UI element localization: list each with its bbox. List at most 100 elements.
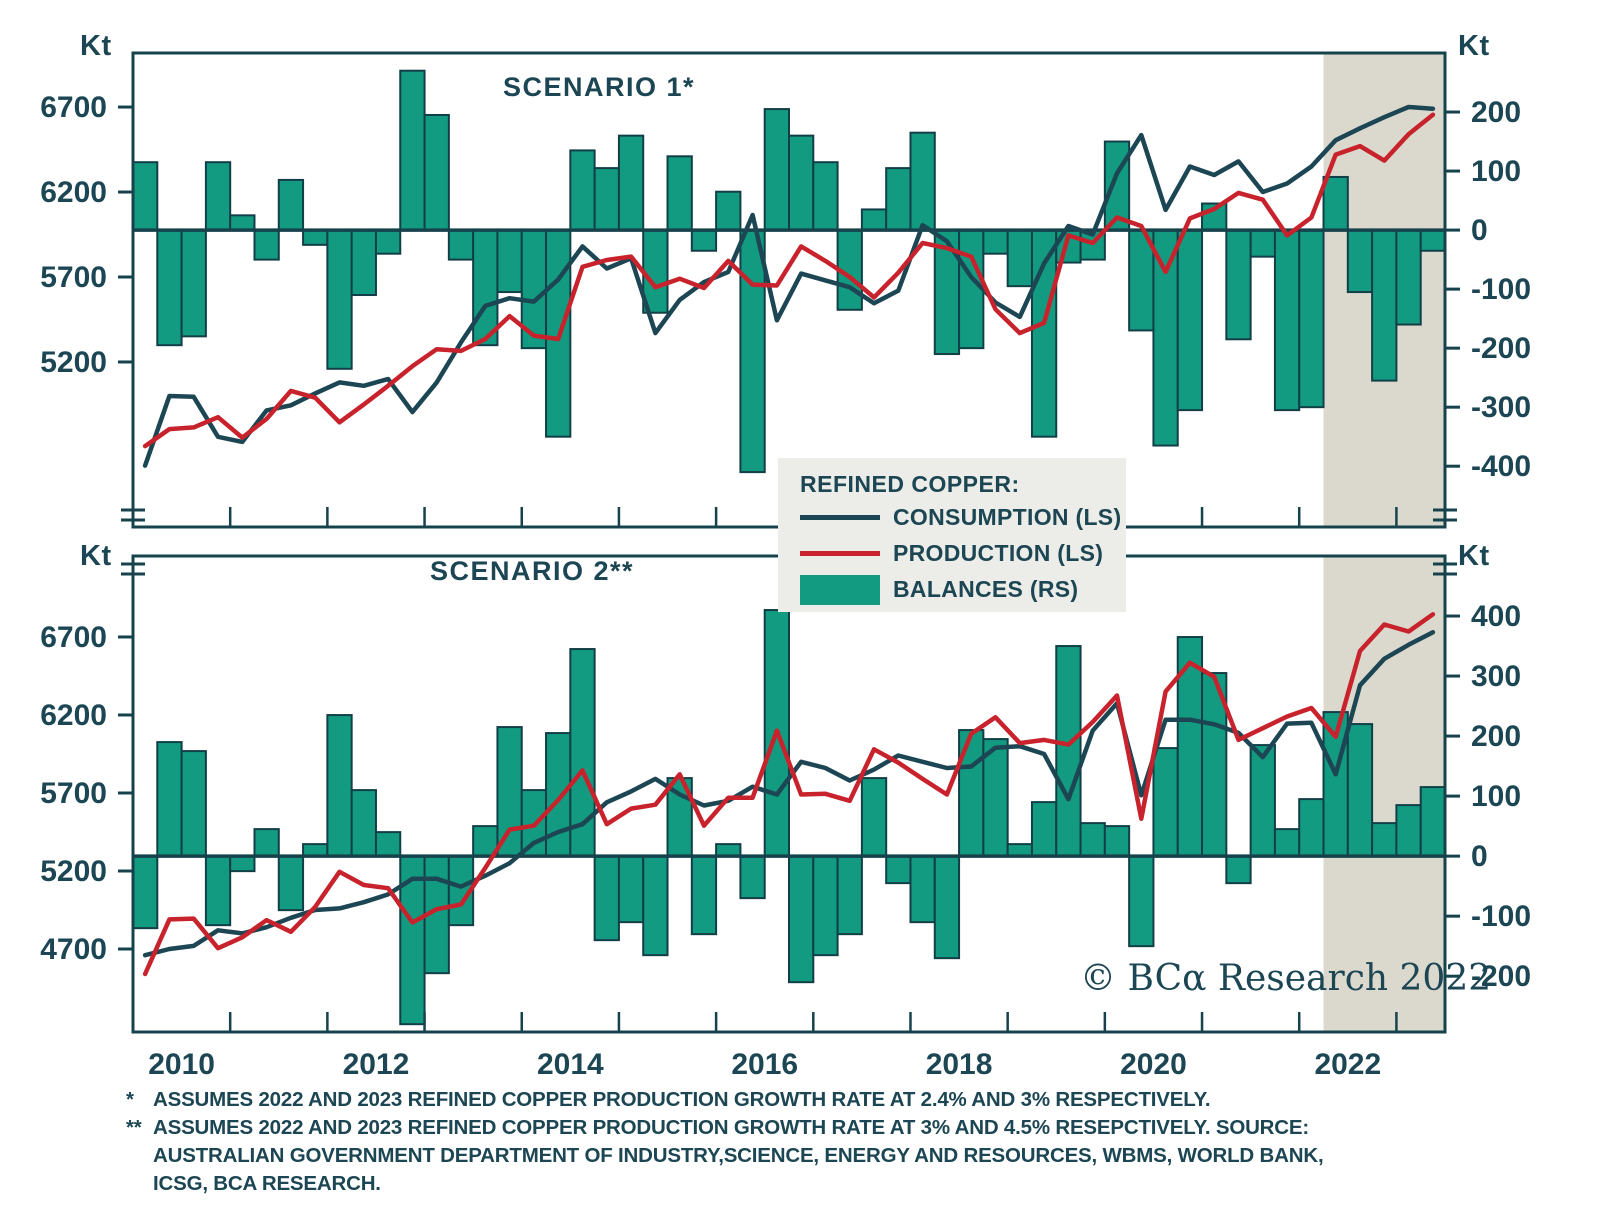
balance-bar — [1322, 175, 1349, 232]
balance-bar — [763, 108, 790, 232]
balance-bar — [374, 229, 402, 255]
balance-bar — [204, 855, 232, 927]
consumption-line — [142, 104, 1436, 468]
x-axis-labels: 2010 2012 2014 2016 2018 2020 2022 — [148, 1048, 1381, 1081]
balance-bar — [156, 741, 183, 858]
balance-bar — [1298, 229, 1325, 409]
balance-bar — [593, 855, 620, 942]
balance-bar — [715, 843, 742, 858]
footnote-2-marker: ** — [126, 1116, 142, 1139]
scenario-2-title: SCENARIO 2** — [430, 556, 635, 586]
balance-bar — [860, 777, 888, 858]
balance-bar — [1201, 672, 1228, 858]
legend-item-production: PRODUCTION (LS) — [800, 537, 1126, 570]
balance-bar — [229, 214, 256, 232]
balance-bar — [1103, 825, 1131, 858]
balance-bar — [1395, 229, 1422, 326]
axis-tick-label: -200 — [1471, 960, 1531, 993]
balance-bar — [253, 229, 280, 261]
balance-bar — [909, 855, 936, 924]
balance-bar — [447, 229, 475, 261]
axis-tick-label: 0 — [1471, 840, 1488, 873]
balance-bar — [496, 726, 523, 858]
balance-bar — [690, 229, 718, 252]
balance-bar — [350, 789, 377, 858]
axis-tick-label: 100 — [1471, 780, 1521, 813]
balance-bar — [690, 855, 718, 936]
panel-1: 6700 6200 5700 5200 200 100 0 -100 -200 -300 -400 — [40, 51, 1531, 529]
axis-tick-label: 0 — [1471, 214, 1488, 247]
balance-bar — [447, 855, 475, 927]
left-axis: 6700 6200 5700 5200 4700 — [40, 621, 134, 966]
consumption-line — [142, 630, 1436, 958]
balance-bar — [545, 229, 572, 438]
top-left-axis-unit: Kt — [80, 30, 112, 62]
balance-bar — [180, 750, 207, 858]
balance-bar — [326, 229, 353, 370]
balance-bar — [812, 161, 839, 232]
balances-swatch-icon — [800, 574, 880, 605]
balance-bar — [156, 229, 183, 347]
footnotes: * ASSUMES 2022 AND 2023 REFINED COPPER P… — [126, 1086, 1354, 1198]
axis-tick-label: 400 — [1471, 600, 1521, 633]
legend-label-consumption: CONSUMPTION (LS) — [893, 504, 1122, 530]
bottom-right-axis-unit: Kt — [1458, 540, 1490, 572]
axis-tick-label: 6200 — [40, 176, 107, 209]
production-line — [142, 612, 1436, 977]
balance-bar — [1152, 229, 1179, 447]
balance-bar — [1298, 798, 1325, 858]
balance-bar — [1371, 822, 1398, 858]
balance-bar — [788, 855, 815, 984]
balance-bar — [302, 843, 329, 858]
balance-bar — [617, 855, 645, 924]
footnote-2: ** ASSUMES 2022 AND 2023 REFINED COPPER … — [126, 1114, 1354, 1198]
balance-bar — [739, 229, 766, 474]
legend-item-balances: BALANCES (RS) — [800, 573, 1126, 606]
balance-bar — [860, 208, 888, 232]
balance-bar — [715, 190, 742, 232]
balance-bar — [302, 229, 329, 246]
legend: REFINED COPPER: CONSUMPTION (LS) PRODUCT… — [778, 458, 1126, 612]
balance-bar — [1346, 229, 1374, 294]
balance-bar — [423, 113, 450, 232]
balance-bar — [982, 229, 1009, 255]
balance-bar — [1225, 855, 1252, 885]
footnote-2-text: ASSUMES 2022 AND 2023 REFINED COPPER PRO… — [153, 1116, 1324, 1195]
balance-bar — [885, 167, 912, 232]
balance-bar — [642, 855, 669, 957]
balance-bar — [982, 738, 1009, 858]
balance-bar — [1273, 828, 1301, 858]
footnote-1-text: ASSUMES 2022 AND 2023 REFINED COPPER PRO… — [153, 1088, 1211, 1111]
axis-tick-label: 2020 — [1120, 1048, 1187, 1081]
balance-bar — [204, 161, 232, 232]
balance-bar — [374, 831, 402, 858]
balance-bar — [909, 131, 936, 232]
bottom-left-axis-unit: Kt — [80, 540, 112, 572]
balance-bar — [1346, 723, 1374, 858]
axis-tick-label: -100 — [1471, 273, 1531, 306]
balance-bar — [1152, 747, 1179, 858]
balance-bar — [1079, 822, 1106, 858]
balance-bar — [1419, 786, 1447, 858]
axis-tick-label: 4700 — [40, 933, 107, 966]
axis-tick-label: 2022 — [1314, 1048, 1381, 1081]
axis-tick-label: 5700 — [40, 777, 107, 810]
consumption-line-icon — [800, 515, 880, 520]
balance-bar — [496, 229, 523, 294]
axis-tick-label: 2016 — [731, 1048, 798, 1081]
balance-bar — [1371, 229, 1398, 382]
axis-tick-label: 200 — [1471, 96, 1521, 129]
top-right-axis-unit: Kt — [1458, 30, 1490, 62]
balance-bar — [1006, 843, 1033, 858]
bca-research-watermark: © BCα Research 2022 — [1080, 958, 1492, 999]
axis-tick-label: 6700 — [40, 621, 107, 654]
axis-tick-label: 6200 — [40, 699, 107, 732]
right-axis: 200 100 0 -100 -200 -300 -400 — [1444, 96, 1531, 483]
balance-bar — [277, 855, 305, 912]
legend-title: REFINED COPPER: — [800, 471, 1020, 497]
balance-bar — [739, 855, 766, 900]
axis-tick-label: 2018 — [926, 1048, 993, 1081]
